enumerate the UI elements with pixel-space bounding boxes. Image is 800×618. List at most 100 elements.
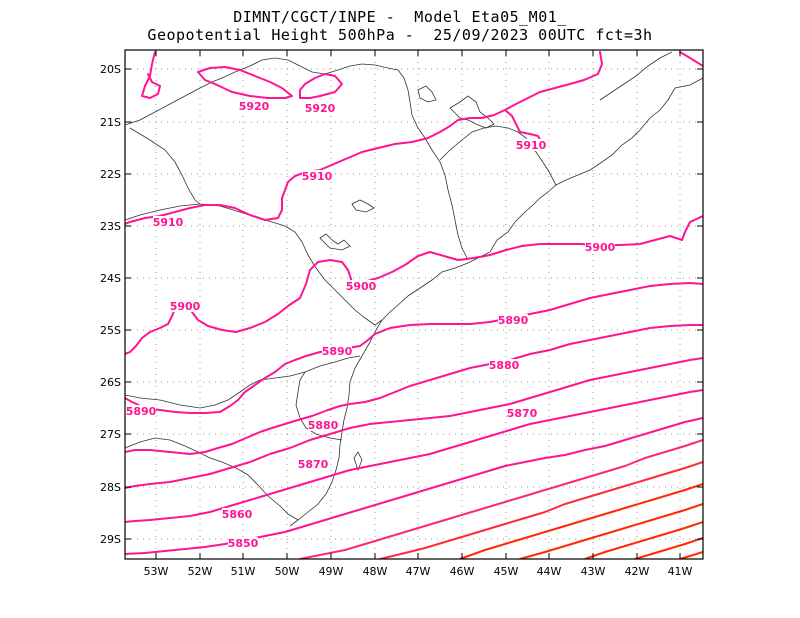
contour-label: 5910 [153, 216, 184, 229]
contour-5790 [634, 537, 703, 559]
graticule [125, 50, 703, 559]
lat-label: 29S [100, 533, 121, 546]
map-frame [124, 49, 704, 560]
reservoir-3 [449, 95, 495, 129]
coastline-borders [125, 51, 703, 527]
contour-5920-east [299, 73, 343, 99]
contour-label-bg [239, 100, 269, 112]
state-border-7 [129, 127, 201, 205]
contour-label-bg [308, 419, 338, 431]
contour-5870 [125, 357, 703, 489]
contour-5890 [125, 282, 703, 414]
contour-5780 [679, 551, 703, 559]
contour-label-bg [346, 280, 376, 292]
lon-label: 42W [625, 565, 650, 578]
state-border-6 [295, 371, 343, 441]
lon-label: 48W [363, 565, 388, 578]
contour-label: 5860 [222, 508, 253, 521]
lon-label: 53W [144, 565, 169, 578]
lat-label: 20S [100, 63, 121, 76]
contour-labels: 5920 5920 5910 5910 5910 5900 5900 5900 5890 5890… [126, 100, 616, 550]
lon-label: 47W [406, 565, 431, 578]
contour-label: 5890 [322, 345, 353, 358]
lat-label: 24S [100, 272, 121, 285]
axis-ticks [125, 50, 703, 559]
contour-label-bg [585, 241, 615, 253]
lat-label: 25S [100, 324, 121, 337]
contour-label-bg [228, 537, 258, 549]
contour-label-bg [322, 345, 352, 357]
contour-label-bg [516, 139, 546, 151]
contour-label-bg [498, 314, 528, 326]
contour-lines [125, 51, 703, 559]
lat-label: 28S [100, 481, 121, 494]
contour-label-bg [489, 359, 519, 371]
contour-label: 5920 [239, 100, 270, 113]
contour-label: 5890 [498, 314, 529, 327]
contour-label-bg [507, 407, 537, 419]
contour-5880 [125, 324, 703, 455]
lat-label: 21S [100, 116, 121, 129]
reservoir-1 [351, 199, 375, 213]
contour-label: 5910 [302, 170, 333, 183]
lat-label: 22S [100, 168, 121, 181]
reservoir-4 [417, 85, 437, 103]
coastline [289, 77, 703, 527]
contour-label: 5850 [228, 537, 259, 550]
lon-label: 44W [537, 565, 562, 578]
contour-label-bg [305, 102, 335, 114]
state-border-4 [125, 57, 469, 261]
contour-5910-north [125, 51, 603, 225]
contour-label-bg [126, 405, 156, 417]
lon-label: 43W [581, 565, 606, 578]
contour-label: 5900 [170, 300, 201, 313]
contour-label: 5870 [507, 407, 538, 420]
lon-label: 45W [494, 565, 519, 578]
contour-5860 [125, 389, 703, 523]
contour-label: 5890 [126, 405, 157, 418]
contour-5900 [125, 215, 703, 355]
contour-label-bg [302, 170, 332, 182]
lon-label: 50W [275, 565, 300, 578]
contour-5910-tail [504, 109, 543, 145]
lat-label: 27S [100, 428, 121, 441]
contour-5830 [379, 461, 703, 559]
lon-label: 51W [231, 565, 256, 578]
contour-label: 5900 [585, 241, 616, 254]
contour-label: 5910 [516, 139, 547, 152]
contour-label: 5900 [346, 280, 377, 293]
state-border-2 [125, 437, 299, 521]
contour-label: 5880 [308, 419, 339, 432]
contour-label: 5880 [489, 359, 520, 372]
state-border-5 [439, 125, 557, 186]
state-border-1 [125, 355, 361, 409]
contour-label: 5870 [298, 458, 329, 471]
contour-label: 5920 [305, 102, 336, 115]
map-title-line1: DIMNT/CGCT/INPE - Model Eta05_M01_ [233, 8, 567, 26]
contour-label-bg [153, 216, 183, 228]
lat-label: 23S [100, 220, 121, 233]
lon-label: 41W [668, 565, 693, 578]
contour-label-bg [170, 300, 200, 312]
contour-label-bg [298, 458, 328, 470]
lon-label: 52W [188, 565, 213, 578]
contour-5910-ne [679, 51, 703, 67]
contour-5920-west [141, 51, 293, 99]
longitude-labels: 53W 52W 51W 50W 49W 48W 47W 46W 45W 44W 43W 42W 41W [144, 565, 693, 578]
reservoir-2 [319, 233, 351, 251]
contour-5810 [519, 503, 703, 559]
contour-5820 [459, 483, 703, 559]
map-title-line2: Geopotential Height 500hPa - 25/09/2023 … [147, 26, 653, 44]
state-border-3 [125, 203, 383, 326]
contour-label-bg [222, 508, 252, 520]
island [353, 451, 363, 472]
lon-label: 46W [450, 565, 475, 578]
lon-label: 49W [319, 565, 344, 578]
contour-5840 [299, 439, 703, 559]
latitude-labels: 20S 21S 22S 23S 24S 25S 26S 27S 28S 29S [100, 63, 121, 546]
contour-5800 [584, 521, 703, 559]
lat-label: 26S [100, 376, 121, 389]
state-border-8 [599, 51, 673, 101]
contour-5850 [125, 417, 703, 555]
